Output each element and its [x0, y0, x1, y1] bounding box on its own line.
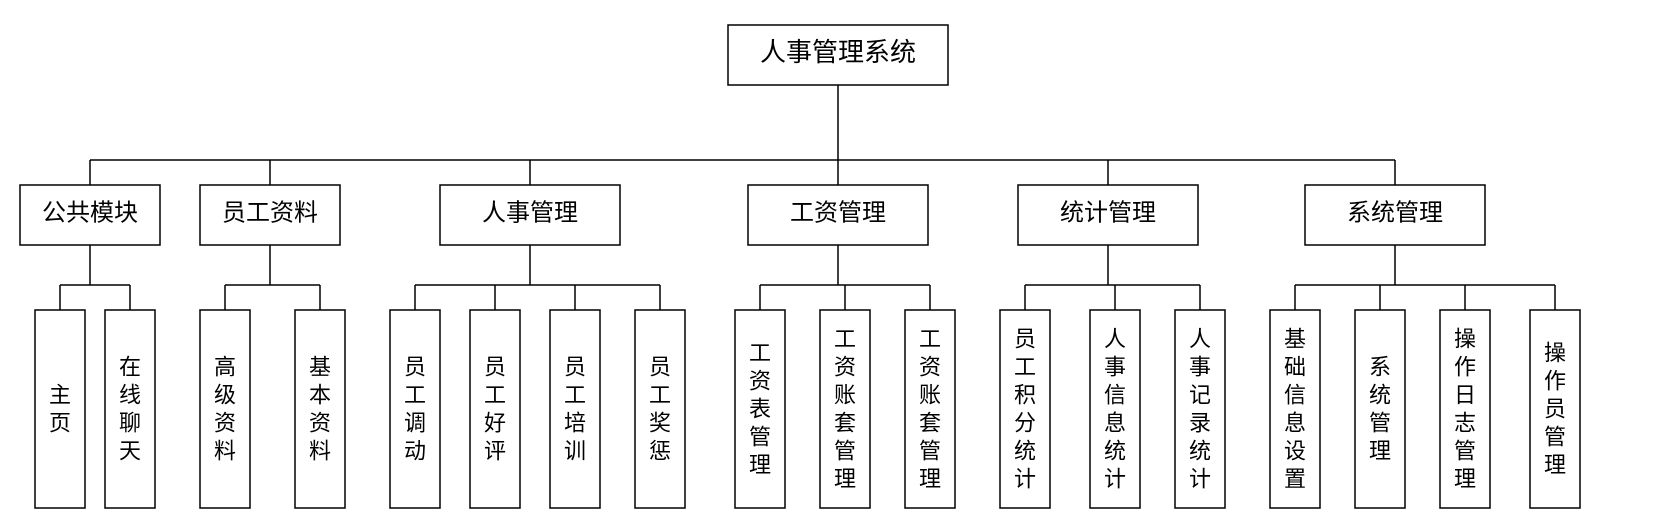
leaf-box	[470, 310, 520, 508]
leaf-box	[1355, 310, 1405, 508]
leaf-box	[390, 310, 440, 508]
org-chart-canvas: 人事管理系统公共模块主页在线聊天员工资料高级资料基本资料人事管理员工调动员工好评…	[0, 0, 1676, 530]
leaf-box	[35, 310, 85, 508]
leaf-box	[295, 310, 345, 508]
module-label: 公共模块	[42, 200, 138, 227]
leaf-label: 操作员管理	[1544, 341, 1566, 478]
leaf-box	[200, 310, 250, 508]
leaf-box	[635, 310, 685, 508]
root-label: 人事管理系统	[760, 38, 916, 67]
leaf-box	[550, 310, 600, 508]
module-label: 工资管理	[790, 200, 886, 227]
module-label: 人事管理	[482, 200, 578, 227]
leaf-box	[105, 310, 155, 508]
module-label: 系统管理	[1347, 200, 1443, 227]
leaf-label: 工资表管理	[749, 341, 771, 478]
module-label: 统计管理	[1060, 200, 1156, 227]
module-label: 员工资料	[222, 200, 318, 227]
